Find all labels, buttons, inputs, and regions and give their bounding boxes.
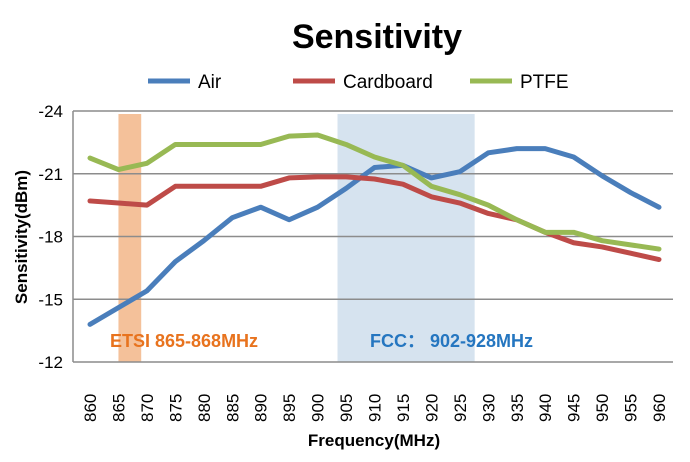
band-0: [118, 114, 142, 362]
x-tick-label: 870: [138, 394, 157, 422]
x-tick-label: 910: [366, 394, 385, 422]
x-tick-label: 915: [394, 394, 413, 422]
x-tick-label: 940: [536, 394, 555, 422]
y-tick-label: -21: [38, 165, 63, 184]
x-tick-label: 925: [451, 394, 470, 422]
legend-label: PTFE: [520, 72, 569, 93]
band-1: [337, 114, 475, 362]
band-label-1: FCC： 902-928MHz: [370, 331, 533, 351]
legend-label: Cardboard: [343, 72, 433, 93]
x-tick-label: 875: [166, 394, 185, 422]
x-tick-label: 905: [337, 394, 356, 422]
x-tick-label: 895: [280, 394, 299, 422]
legend-label: Air: [198, 72, 222, 93]
x-axis-label: Frequency(MHz): [308, 431, 440, 450]
y-axis-label: Sensitivity(dBm): [12, 170, 31, 304]
x-tick-label: 960: [650, 394, 669, 422]
x-tick-label: 935: [508, 394, 527, 422]
x-tick-label: 860: [81, 394, 100, 422]
x-tick-label: 865: [109, 394, 128, 422]
x-tick-label: 885: [223, 394, 242, 422]
band-label-0: ETSI 865-868MHz: [110, 331, 258, 351]
x-tick-label: 900: [309, 394, 328, 422]
x-tick-label: 955: [622, 394, 641, 422]
x-tick-label: 930: [479, 394, 498, 422]
x-tick-label: 890: [252, 394, 271, 422]
y-tick-label: -24: [38, 102, 63, 121]
y-tick-label: -12: [38, 353, 63, 372]
chart-title: Sensitivity: [292, 18, 462, 56]
x-tick-label: 880: [195, 394, 214, 422]
x-tick-label: 945: [565, 394, 584, 422]
y-tick-label: -15: [38, 290, 63, 309]
x-tick-label: 920: [422, 394, 441, 422]
y-tick-label: -18: [38, 228, 63, 247]
x-tick-label: 950: [593, 394, 612, 422]
